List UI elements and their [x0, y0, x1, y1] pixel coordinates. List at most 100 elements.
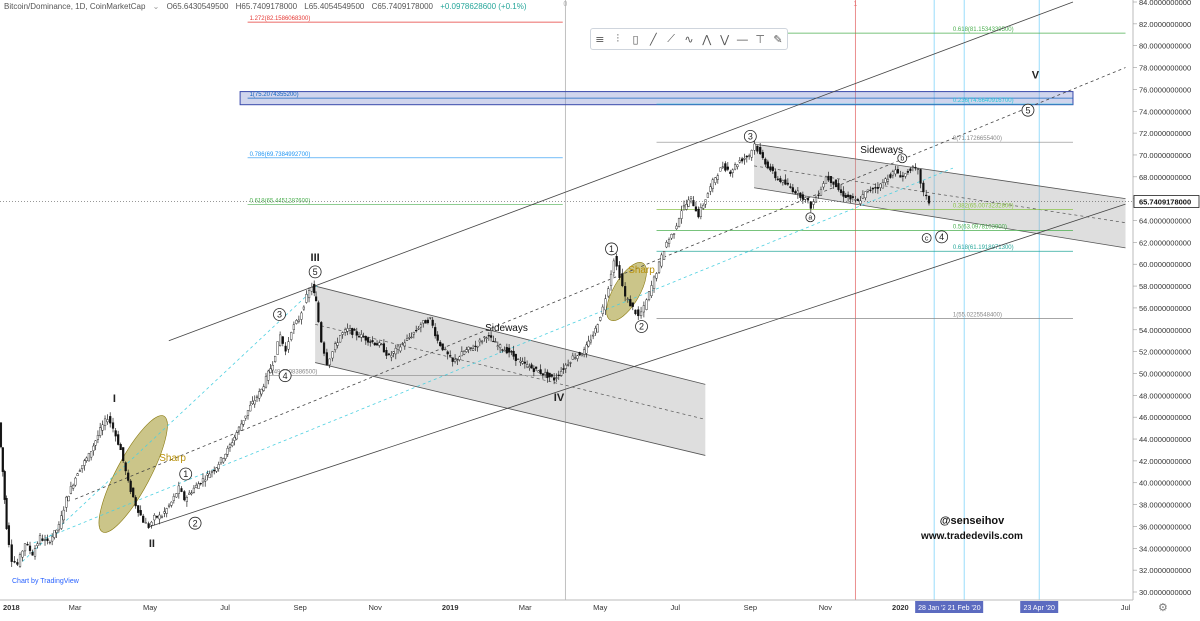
candle-body	[662, 251, 666, 260]
wave-icon[interactable]: ∿	[684, 32, 694, 46]
candle-body	[894, 169, 897, 175]
candle-body	[360, 334, 363, 338]
candle-body	[201, 478, 205, 483]
candle-body	[382, 343, 386, 353]
gear-icon[interactable]: ⚙	[1158, 601, 1168, 614]
candle-body	[702, 204, 705, 209]
candle-body	[274, 355, 277, 362]
candle-body	[439, 341, 442, 346]
candle-body	[804, 197, 807, 200]
candle-body	[814, 197, 818, 203]
candle-body	[18, 554, 22, 567]
candle-body	[560, 371, 563, 376]
candle-body	[175, 493, 178, 498]
candle-body	[109, 416, 112, 424]
current-price-label: 65.7409178000	[1139, 197, 1191, 206]
candle-body	[231, 442, 234, 446]
candle-body	[302, 306, 305, 310]
tradingview-watermark[interactable]: Chart by TradingView	[12, 578, 79, 585]
price-tick-label: 46.0000000000	[1139, 413, 1191, 422]
candle-body	[419, 324, 422, 328]
lines-icon[interactable]: ≡	[595, 32, 605, 46]
candle-body	[761, 152, 764, 159]
candle-body	[854, 199, 857, 201]
hline-icon[interactable]: ―	[736, 32, 748, 46]
trendline	[149, 203, 1126, 527]
candle-body	[580, 354, 583, 357]
candle-body	[487, 335, 490, 337]
candle-body	[458, 356, 461, 360]
candle-body	[72, 484, 75, 489]
candle-body	[624, 286, 627, 297]
candle-body	[532, 368, 535, 372]
candle-body	[410, 336, 413, 338]
candle-body	[856, 199, 859, 201]
candle-body	[441, 343, 444, 351]
candle-body	[521, 361, 524, 364]
candle-body	[153, 515, 156, 521]
trend-icon[interactable]: ⟋	[667, 32, 675, 45]
candle-body	[142, 515, 145, 523]
candle-body	[769, 166, 772, 171]
candle-body	[505, 347, 508, 354]
text-tool-icon[interactable]: ⊤	[755, 32, 766, 46]
bars-icon[interactable]: ⫶	[616, 32, 620, 45]
candle-body	[535, 366, 538, 369]
candle-body	[357, 336, 361, 338]
candle-body	[180, 488, 183, 492]
candle-body	[26, 544, 29, 546]
candle-body	[144, 522, 147, 524]
candle-body	[240, 423, 243, 431]
chart-header: Bitcoin/Dominance, 1D, CoinMarketCap ⌄ O…	[4, 2, 532, 11]
candle-body	[129, 480, 132, 492]
candle-body	[55, 529, 58, 533]
candle-body	[396, 345, 400, 350]
candle-body	[510, 351, 513, 353]
candle-body	[709, 186, 712, 192]
candle-body	[539, 369, 542, 374]
vertical-marker-label: 1	[853, 1, 857, 8]
candle-body	[574, 357, 577, 359]
price-tick-label: 30.0000000000	[1139, 588, 1191, 597]
candle-body	[724, 163, 727, 171]
brush-icon[interactable]: ✎	[773, 32, 783, 46]
candle-body	[801, 194, 804, 200]
candle-body	[612, 260, 615, 273]
candle-body	[699, 207, 702, 217]
candle-body	[462, 351, 466, 355]
symbol-title[interactable]: Bitcoin/Dominance, 1D, CoinMarketCap	[4, 2, 146, 11]
candle-body	[483, 336, 486, 338]
candle-body	[914, 166, 917, 169]
price-tick-label: 80.0000000000	[1139, 42, 1191, 51]
candle-body	[369, 341, 372, 343]
candle-body	[460, 351, 463, 357]
ohlc-low: L65.4054549500	[304, 2, 365, 11]
candle-body	[114, 430, 117, 437]
pattern-icon[interactable]: ⋀	[702, 32, 712, 46]
sharp-move-ellipse	[606, 262, 647, 321]
candle-body	[81, 465, 84, 469]
candle-body	[378, 342, 381, 346]
candle-body	[925, 194, 928, 197]
candles-icon[interactable]: ▯	[632, 32, 639, 46]
candle-body	[861, 194, 864, 199]
price-tick-label: 38.0000000000	[1139, 501, 1191, 510]
candle-body	[594, 328, 597, 334]
candle-body	[320, 322, 323, 343]
candle-body	[269, 368, 272, 373]
price-tick-label: 62.0000000000	[1139, 238, 1191, 247]
chevron-down-icon[interactable]: ⌄	[152, 2, 160, 11]
candle-body	[264, 376, 268, 388]
candle-body	[864, 191, 867, 199]
candle-body	[172, 496, 175, 501]
fib-level-label: 0(71.1726655400)	[953, 136, 1002, 142]
candle-body	[809, 201, 812, 209]
candle-body	[170, 501, 173, 506]
candle-body	[300, 312, 303, 320]
fib-icon[interactable]: ⋁	[720, 32, 730, 46]
candle-body	[328, 358, 331, 366]
candle-body	[796, 190, 799, 194]
candle-body	[310, 286, 313, 292]
line-tool-icon[interactable]: ╱	[650, 32, 657, 46]
